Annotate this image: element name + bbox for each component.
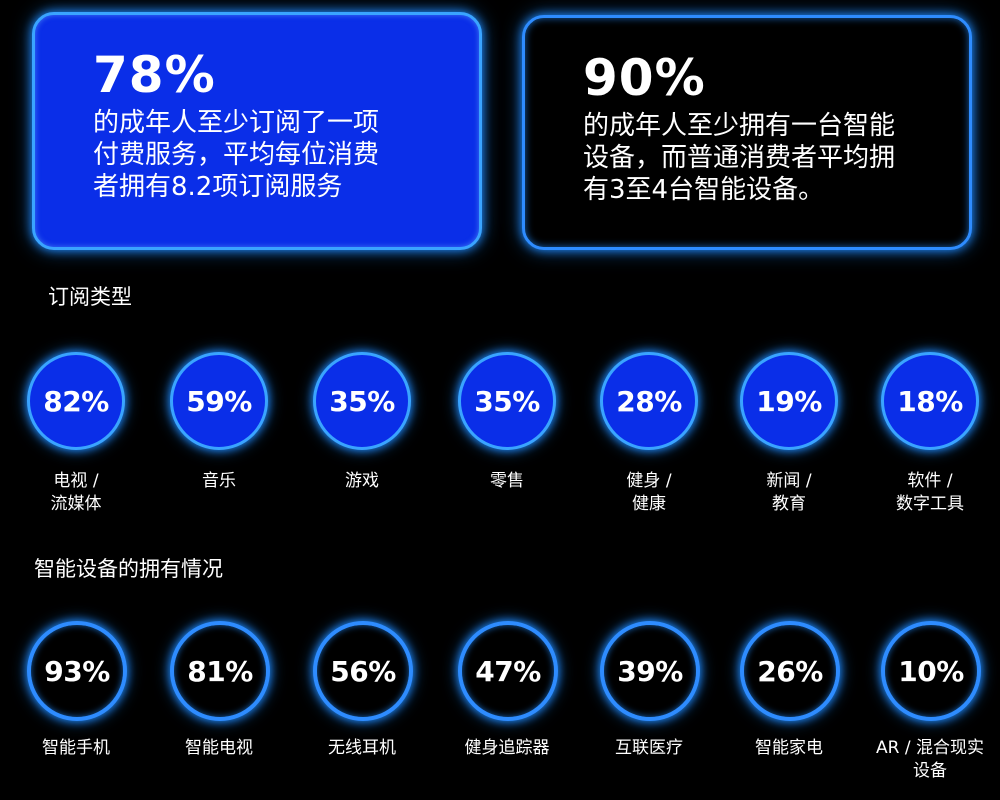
smart-device-category-label: 智能家电 (755, 738, 823, 758)
subscription-type-value-circle: 19% (740, 352, 838, 450)
smart-device-value-circle: 81% (170, 621, 270, 721)
smart-device-value-circle: 93% (27, 621, 127, 721)
smart-device-category-label: 智能电视 (185, 738, 253, 758)
smart-device-category-label: 健身追踪器 (464, 738, 550, 758)
device-stat-card: 90% 的成年人至少拥有一台智能 设备，而普通消费者平均拥 有3至4台智能设备。 (522, 15, 972, 250)
subscription-type-category-label: 健身 / 健康 (626, 471, 672, 514)
smart-device-ownership-title: 智能设备的拥有情况 (34, 557, 223, 581)
smart-device-value-circle: 26% (740, 621, 840, 721)
smart-device-value-circle: 39% (600, 621, 700, 721)
device-stat-text: 的成年人至少拥有一台智能 设备，而普通消费者平均拥 有3至4台智能设备。 (583, 111, 896, 205)
subscription-type-category-label: 游戏 (345, 471, 379, 491)
subscription-type-category-label: 音乐 (202, 471, 236, 491)
subscription-type-value-circle: 28% (600, 352, 698, 450)
subscription-stat-text: 的成年人至少订阅了一项 付费服务，平均每位消费 者拥有8.2项订阅服务 (93, 108, 380, 202)
subscription-type-category-label: 电视 / 流媒体 (50, 471, 102, 514)
smart-device-value-circle: 47% (458, 621, 558, 721)
subscription-type-value-circle: 18% (881, 352, 979, 450)
subscription-type-category-label: 软件 / 数字工具 (896, 471, 964, 514)
subscription-type-category-label: 零售 (490, 471, 524, 491)
subscription-stat-card: 78% 的成年人至少订阅了一项 付费服务，平均每位消费 者拥有8.2项订阅服务 (32, 12, 482, 250)
smart-device-category-label: 互联医疗 (615, 738, 683, 758)
smart-device-category-label: 智能手机 (42, 738, 110, 758)
subscription-type-value-circle: 82% (27, 352, 125, 450)
subscription-types-title: 订阅类型 (48, 285, 132, 309)
subscription-type-value-circle: 59% (170, 352, 268, 450)
smart-device-category-label: 无线耳机 (328, 738, 396, 758)
smart-device-value-circle: 56% (313, 621, 413, 721)
subscription-stat-percent: 78% (93, 46, 216, 104)
smart-device-category-label: AR / 混合现实 设备 (876, 738, 984, 781)
subscription-type-category-label: 新闻 / 教育 (766, 471, 812, 514)
subscription-type-value-circle: 35% (458, 352, 556, 450)
subscription-type-value-circle: 35% (313, 352, 411, 450)
device-stat-percent: 90% (583, 49, 706, 107)
smart-device-value-circle: 10% (881, 621, 981, 721)
